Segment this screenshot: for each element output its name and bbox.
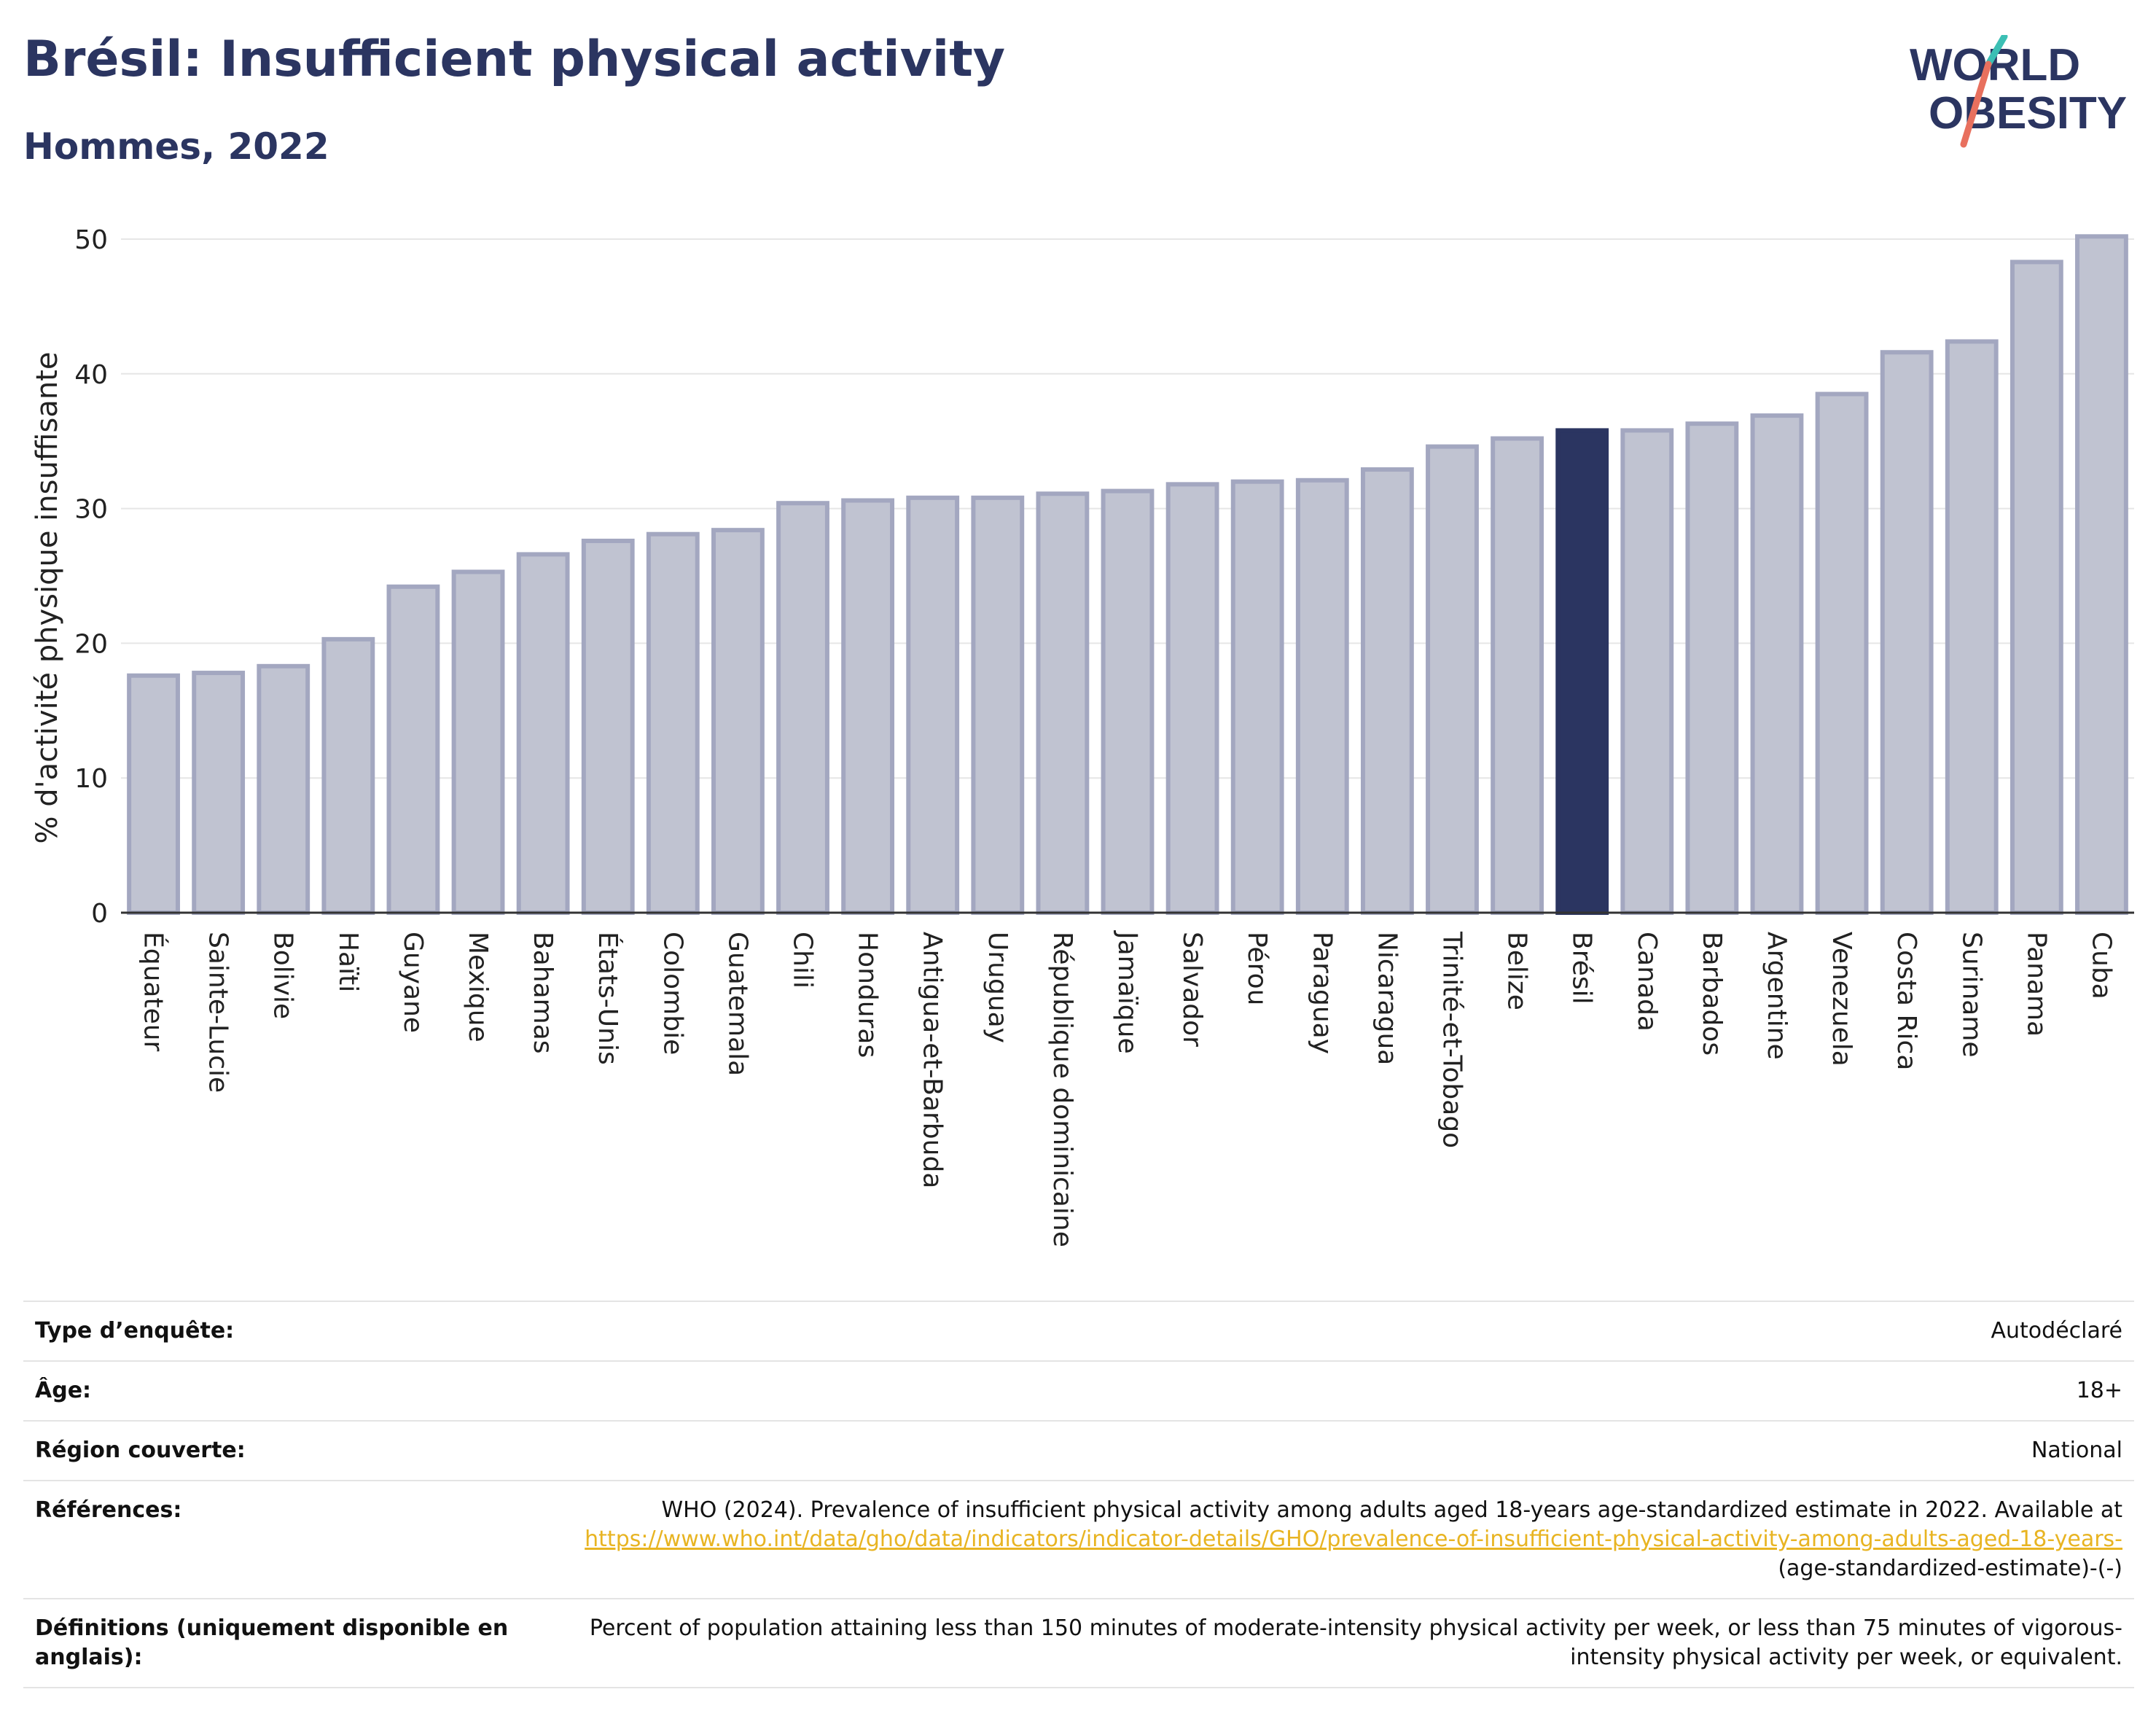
x-tick-label: Suriname <box>1956 932 1986 1058</box>
x-tick-label: Trinité-et-Tobago <box>1437 931 1466 1148</box>
logo-slash-coral <box>1960 61 1992 148</box>
x-tick-label: Honduras <box>853 932 883 1058</box>
bar-nicaragua <box>1360 467 1414 915</box>
meta-value: 18+ <box>2076 1378 2122 1403</box>
y-axis-label: % d'activité physique insuffisante <box>31 352 64 844</box>
bar-république-dominicaine <box>1036 491 1090 915</box>
bar-haïti <box>321 636 375 916</box>
meta-label: Âge: <box>35 1378 92 1403</box>
metadata-table: Type d’enquête: Autodéclaré Âge: 18+ Rég… <box>23 1301 2134 1688</box>
meta-value: Percent of population attaining less tha… <box>589 1615 2122 1670</box>
x-tick-label: Sainte-Lucie <box>203 932 233 1093</box>
x-tick-label: Bolivie <box>268 932 298 1019</box>
bar-barbados <box>1685 421 1739 915</box>
meta-label: Références: <box>35 1497 182 1523</box>
meta-row-age: Âge: 18+ <box>23 1360 2134 1420</box>
x-tick-label: Équateur <box>138 932 169 1052</box>
meta-row-survey: Type d’enquête: Autodéclaré <box>23 1301 2134 1360</box>
meta-label: Type d’enquête: <box>35 1318 235 1344</box>
bar-antigua-et-barbuda <box>906 495 960 915</box>
x-tick-label: Antigua-et-Barbuda <box>918 932 948 1188</box>
y-tick-label: 50 <box>74 225 108 255</box>
y-axis-ticks: 0 10 20 30 40 50 <box>74 225 108 929</box>
bar-brésil <box>1555 428 1609 915</box>
y-tick-label: 10 <box>74 764 108 794</box>
x-tick-label: Colombie <box>657 932 687 1055</box>
x-tick-label: République dominicaine <box>1047 932 1077 1247</box>
meta-value-references: WHO (2024). Prevalence of insufficient p… <box>542 1481 2134 1598</box>
bars <box>127 234 2128 916</box>
bar-sainte-lucie <box>192 671 246 916</box>
x-tick-label: États-Unis <box>593 932 623 1065</box>
bar-argentine <box>1750 413 1804 915</box>
y-tick-label: 20 <box>74 629 108 659</box>
bar-mexique <box>451 569 505 915</box>
bar-chart: 0 10 20 30 40 50 Équateur Sainte-Lucie Bolivie H… <box>31 225 2134 1247</box>
logo-slash-teal <box>1985 35 2008 68</box>
reference-text: WHO (2024). Prevalence of insufficient p… <box>661 1497 2122 1523</box>
bar-pérou <box>1230 479 1284 915</box>
bar-honduras <box>841 498 895 915</box>
x-tick-label: Costa Rica <box>1891 932 1921 1070</box>
meta-row-references: Références: WHO (2024). Prevalence of in… <box>23 1480 2134 1598</box>
x-tick-label: Chili <box>788 932 818 989</box>
x-tick-label: Guyane <box>398 932 428 1033</box>
bar-suriname <box>1945 339 1999 915</box>
x-tick-label: Salvador <box>1177 932 1207 1047</box>
meta-label: Région couverte: <box>35 1438 246 1463</box>
x-tick-label: Uruguay <box>983 932 1012 1043</box>
bar-guatemala <box>711 528 765 915</box>
bar-canada <box>1620 428 1674 915</box>
meta-value: National <box>2031 1438 2122 1463</box>
bar-costa-rica <box>1880 350 1934 915</box>
bar-venezuela <box>1815 391 1869 915</box>
bar-bahamas <box>516 552 570 915</box>
bar-équateur <box>127 673 180 915</box>
reference-link[interactable]: https://www.who.int/data/gho/data/indica… <box>585 1527 2122 1552</box>
meta-value: Autodéclaré <box>1991 1318 2123 1344</box>
x-tick-label: Cuba <box>2086 932 2116 999</box>
y-tick-label: 40 <box>74 360 108 390</box>
bar-panama <box>2009 260 2063 915</box>
bar-cuba <box>2075 234 2128 915</box>
bar-trinité-et-tobago <box>1426 444 1479 915</box>
bar-salvador <box>1165 482 1219 915</box>
meta-row-definitions: Définitions (uniquement disponible en an… <box>23 1598 2134 1688</box>
x-tick-label: Barbados <box>1697 932 1727 1056</box>
page-subtitle: Hommes, 2022 <box>23 125 329 168</box>
world-obesity-logo: WORLD OBESITY <box>1910 35 2127 148</box>
x-tick-label: Brésil <box>1567 932 1597 1005</box>
bar-uruguay <box>971 495 1025 915</box>
bar-bolivie <box>257 663 310 915</box>
x-tick-label: Haïti <box>333 932 363 992</box>
bar-jamaïque <box>1101 488 1155 915</box>
x-tick-label: Belize <box>1502 932 1532 1010</box>
x-tick-label: Guatemala <box>722 932 752 1076</box>
x-tick-label: Jamaïque <box>1112 930 1142 1054</box>
x-tick-label: Paraguay <box>1307 932 1337 1054</box>
meta-row-region: Région couverte: National <box>23 1420 2134 1480</box>
y-tick-label: 0 <box>91 899 108 929</box>
bar-paraguay <box>1295 477 1349 915</box>
bar-colombie <box>646 531 700 915</box>
x-tick-label: Panama <box>2021 932 2051 1037</box>
logo-line-2: OBESITY <box>1929 88 2127 139</box>
x-tick-label: Mexique <box>463 932 493 1042</box>
bar-chili <box>776 501 829 915</box>
x-tick-label: Argentine <box>1762 932 1792 1060</box>
y-tick-label: 30 <box>74 495 108 525</box>
x-tick-label: Venezuela <box>1827 932 1856 1067</box>
x-tick-label: Bahamas <box>528 932 558 1054</box>
bar-guyane <box>386 584 440 915</box>
x-tick-label: Pérou <box>1242 932 1272 1005</box>
x-tick-label: Nicaragua <box>1372 932 1402 1065</box>
x-axis-labels: Équateur Sainte-Lucie Bolivie Haïti Guyane Me… <box>138 930 2117 1247</box>
bar-belize <box>1491 436 1544 915</box>
page-title: Brésil: Insufficient physical activity <box>23 31 1006 88</box>
reference-suffix: (age-standardized-estimate)-(-) <box>1778 1556 2122 1581</box>
x-tick-label: Canada <box>1632 932 1662 1032</box>
bar-états-unis <box>581 538 635 916</box>
meta-label: Définitions (uniquement disponible en an… <box>35 1615 509 1670</box>
